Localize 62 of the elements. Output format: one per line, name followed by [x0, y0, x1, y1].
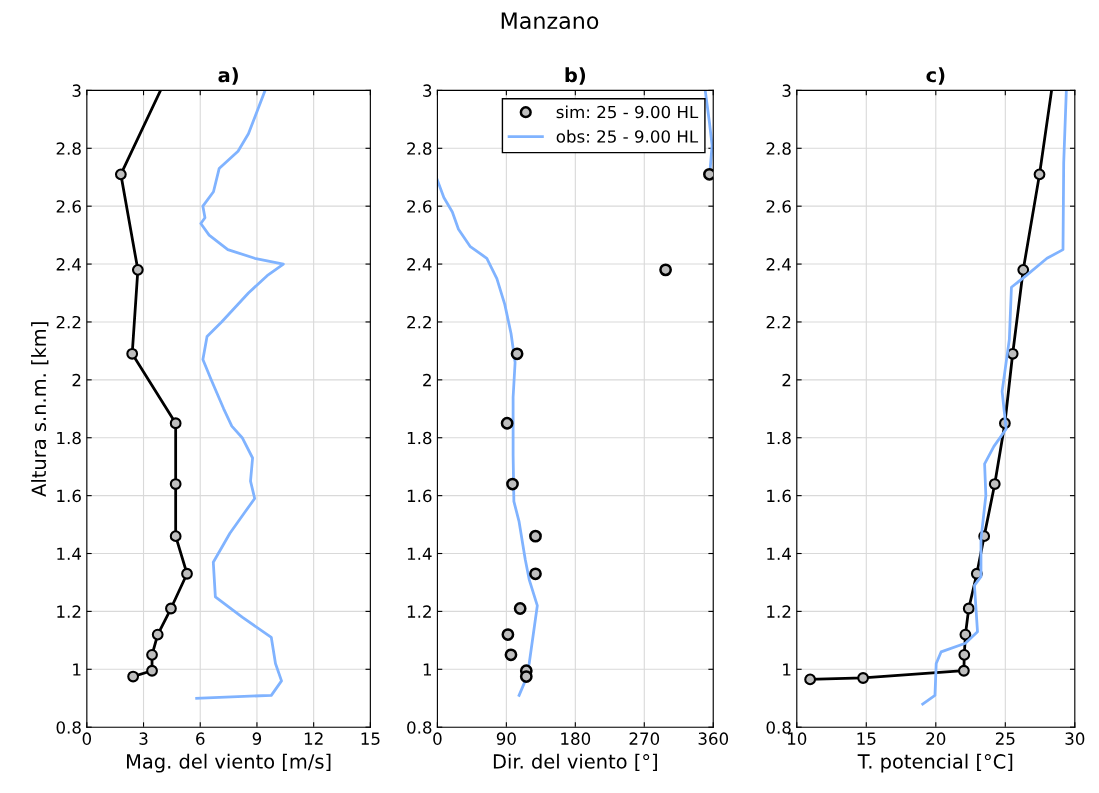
- chart-title: b): [565, 67, 586, 85]
- y-tick-label: 3: [782, 84, 791, 97]
- y-tick-label: 2.8: [56, 142, 81, 155]
- y-tick-label: 2.4: [766, 258, 791, 271]
- y-tick-label: 1.6: [407, 489, 432, 503]
- legend-label: obs: 25 - 9.00 HL: [556, 129, 699, 143]
- x-tick-label: 12: [304, 732, 323, 745]
- y-tick-label: 3: [72, 84, 81, 97]
- x-axis-title: Dir. del viento [°]: [493, 753, 657, 772]
- x-tick-label: 3: [139, 732, 148, 745]
- x-tick-label: 0: [433, 732, 442, 745]
- x-tick-label: 15: [361, 732, 380, 745]
- y-tick-label: 2.2: [56, 315, 81, 329]
- y-tick-label: 1.4: [767, 547, 791, 560]
- x-tick-label: 20: [926, 732, 946, 745]
- x-tick-label: 15: [857, 732, 876, 745]
- y-tick-label: 1.2: [407, 605, 431, 618]
- y-tick-label: 2.8: [407, 142, 432, 155]
- chart-title: c): [926, 67, 945, 85]
- text: Manzano: [501, 12, 599, 30]
- y-tick-label: 0.8: [56, 721, 81, 734]
- y-tick-label: 1.2: [57, 605, 81, 618]
- y-tick-label: 2: [423, 373, 431, 387]
- y-tick-label: 1: [73, 663, 81, 676]
- x-axis-title: Mag. del viento [m/s]: [127, 753, 331, 773]
- y-tick-label: 2: [72, 373, 81, 387]
- y-tick-label: 1.4: [57, 547, 82, 560]
- y-tick-label: 2.6: [407, 200, 432, 213]
- y-tick-label: 1: [783, 663, 791, 676]
- y-tick-label: 2.4: [56, 258, 82, 271]
- x-tick-label: 30: [1065, 732, 1085, 745]
- x-tick-label: 10: [788, 732, 807, 745]
- x-tick-label: 90: [496, 732, 516, 745]
- y-tick-label: 1.8: [767, 431, 791, 445]
- x-tick-label: 180: [561, 732, 591, 745]
- x-tick-label: 270: [629, 732, 660, 745]
- y-tick-label: 1.8: [57, 431, 81, 445]
- legend-label: sim: 25 - 9.00 HL: [556, 105, 699, 119]
- y-tick-label: 2.6: [766, 200, 791, 213]
- y-tick-label: 2.6: [56, 200, 81, 213]
- x-tick-label: 25: [995, 732, 1015, 745]
- y-axis-title: Altura s.n.m. [km]: [31, 322, 49, 497]
- y-tick-label: 0.8: [766, 721, 791, 734]
- chart-title: a): [218, 67, 238, 85]
- y-tick-label: 1: [423, 663, 431, 676]
- x-axis-title: T. potencial [°C]: [857, 753, 1013, 773]
- x-tick-label: 6: [196, 732, 205, 745]
- y-tick-label: 1.6: [57, 489, 81, 503]
- y-tick-label: 3: [423, 84, 432, 97]
- x-tick-label: 360: [698, 732, 729, 745]
- y-tick-label: 1.2: [767, 605, 791, 618]
- y-tick-label: 1.4: [407, 547, 432, 560]
- y-tick-label: 2.8: [766, 142, 791, 155]
- x-tick-label: 0: [82, 732, 92, 745]
- x-tick-label: 9: [252, 732, 262, 745]
- y-tick-label: 1.8: [407, 431, 432, 445]
- y-tick-label: 2.2: [766, 315, 791, 329]
- y-tick-label: 2: [782, 373, 791, 387]
- y-tick-label: 1.6: [767, 489, 791, 503]
- y-tick-label: 0.8: [407, 721, 432, 734]
- y-tick-label: 2.2: [407, 315, 431, 329]
- y-tick-label: 2.4: [407, 258, 432, 271]
